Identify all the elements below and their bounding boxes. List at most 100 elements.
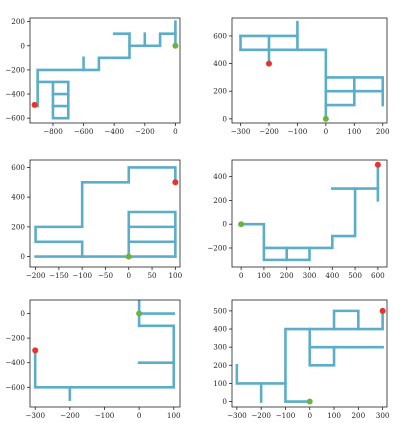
y-tick-label: 200 [213, 87, 227, 96]
x-tick-label: −100 [276, 411, 296, 420]
x-tick-label: −300 [231, 127, 251, 136]
x-tick-label: 0 [324, 127, 329, 136]
path-segment [36, 80, 70, 120]
y-tick-label: 400 [213, 325, 227, 334]
x-tick-label: −800 [43, 127, 63, 136]
y-tick-label: 300 [213, 343, 227, 352]
end-point [374, 161, 381, 168]
x-tick-label: 0 [137, 411, 142, 420]
axes-frame [29, 17, 181, 124]
x-tick-label: 50 [147, 271, 157, 280]
x-tick-label: 200 [351, 411, 365, 420]
subplot-4: 0 100 200 300 400 500 600 −200 0 200 400 [207, 159, 388, 280]
x-tick-label: −400 [104, 127, 124, 136]
x-tick-label: −200 [26, 271, 46, 280]
subplot-6: −300 −200 −100 0 100 200 300 0 100 200 300 400 500 [213, 299, 390, 420]
start-point [306, 398, 313, 405]
y-tick-label: 200 [11, 17, 25, 26]
axes-frame [29, 299, 181, 408]
subplot-5: −300 −200 −100 0 100 −600 −400 −200 0 [5, 299, 181, 420]
x-tick-label: 100 [257, 271, 271, 280]
path-segment [34, 166, 177, 258]
y-tick-label: −600 [5, 114, 25, 123]
end-point [32, 347, 39, 354]
subplot-2: −300 −200 −100 0 100 200 0 200 400 600 [213, 17, 390, 136]
end-point [31, 101, 38, 108]
path-segment [239, 222, 311, 262]
x-tick-label: −300 [227, 411, 247, 420]
start-point [172, 42, 179, 49]
x-tick-label: 100 [167, 411, 181, 420]
y-tick-label: 600 [213, 31, 227, 40]
y-tick-label: 400 [11, 193, 25, 202]
x-tick-label: 0 [173, 127, 178, 136]
y-tick-label: 200 [11, 222, 25, 231]
x-tick-label: 0 [239, 271, 244, 280]
x-tick-label: −50 [98, 271, 114, 280]
start-point [322, 115, 329, 122]
y-tick-label: 0 [222, 114, 227, 123]
y-tick-label: 100 [213, 379, 227, 388]
x-tick-label: 300 [376, 411, 390, 420]
y-tick-label: −400 [5, 358, 25, 367]
y-tick-label: −600 [5, 383, 25, 392]
x-tick-label: −100 [72, 271, 92, 280]
path-segment [239, 48, 328, 119]
path-segment [324, 76, 356, 107]
path-segment [324, 76, 385, 107]
x-tick-label: 100 [347, 127, 361, 136]
y-tick-label: 0 [20, 309, 25, 318]
subplot-1: −800 −600 −400 −200 0 −600 −400 −200 0 200 [5, 17, 181, 136]
end-point [379, 307, 386, 314]
y-tick-label: −400 [5, 90, 25, 99]
y-tick-label: 200 [213, 361, 227, 370]
axes-frame [231, 17, 388, 124]
x-tick-label: 600 [371, 271, 385, 280]
x-tick-label: 500 [348, 271, 362, 280]
y-tick-label: −200 [5, 334, 25, 343]
x-tick-label: −600 [74, 127, 94, 136]
path-segment [332, 309, 360, 331]
path-segment [33, 299, 176, 389]
end-point [265, 60, 272, 67]
x-tick-label: 0 [126, 271, 131, 280]
y-tick-label: 200 [213, 196, 227, 205]
x-tick-label: −100 [95, 411, 115, 420]
y-tick-label: 400 [213, 59, 227, 68]
path-segment [284, 309, 384, 403]
end-point [172, 179, 179, 186]
x-tick-label: −200 [60, 411, 80, 420]
path-segment [262, 187, 357, 250]
start-point [136, 310, 143, 317]
axes-frame [29, 159, 181, 268]
x-tick-label: −200 [135, 127, 155, 136]
path-segment [127, 210, 177, 258]
x-tick-label: 400 [325, 271, 339, 280]
y-tick-label: 400 [213, 172, 227, 181]
y-tick-label: −200 [5, 65, 25, 74]
x-tick-label: 300 [303, 271, 317, 280]
path-segment [128, 32, 177, 48]
x-tick-label: −150 [49, 271, 69, 280]
subplot-3: −200 −150 −100 −50 0 50 100 0 200 400 600 [11, 159, 183, 280]
x-tick-label: −200 [251, 411, 271, 420]
x-tick-label: 100 [168, 271, 182, 280]
x-tick-label: 200 [376, 127, 390, 136]
y-tick-label: 0 [222, 220, 227, 229]
y-tick-label: 0 [20, 252, 25, 261]
start-point [125, 253, 132, 260]
y-tick-label: 600 [11, 163, 25, 172]
y-tick-label: 500 [213, 306, 227, 315]
x-tick-label: 0 [307, 411, 312, 420]
x-tick-label: −100 [288, 127, 308, 136]
start-point [238, 221, 245, 228]
x-tick-label: 200 [280, 271, 294, 280]
x-tick-label: −200 [259, 127, 279, 136]
x-tick-label: −300 [25, 411, 45, 420]
y-tick-label: 0 [222, 397, 227, 406]
path-segment [235, 363, 287, 385]
path-segment [36, 32, 131, 108]
y-tick-label: −200 [207, 243, 227, 252]
y-tick-label: 0 [20, 41, 25, 50]
